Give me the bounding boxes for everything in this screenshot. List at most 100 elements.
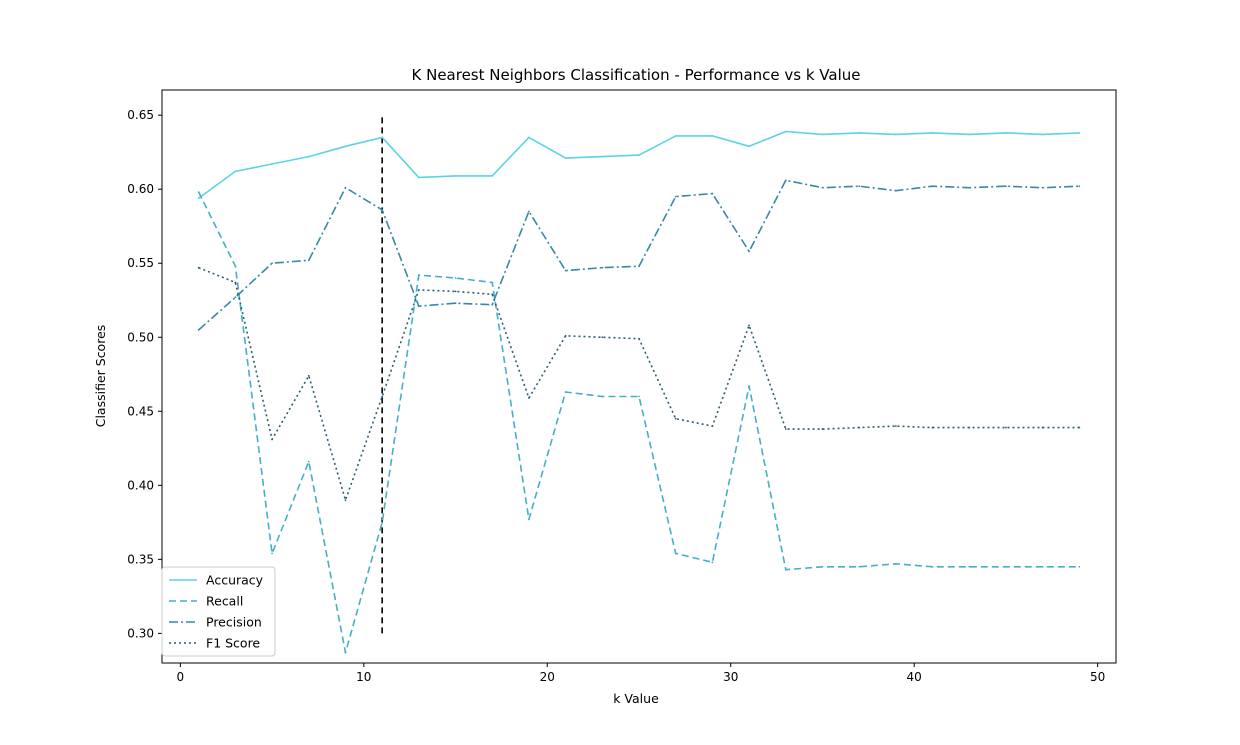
recall-point [1005, 565, 1007, 568]
recall-point [1041, 565, 1044, 568]
legend-label-accuracy: Accuracy [206, 573, 264, 588]
y-tick-label: 0.55 [127, 256, 154, 270]
y-tick-label: 0.65 [127, 108, 154, 122]
accuracy-point [491, 174, 494, 177]
f1-score-point [674, 417, 677, 420]
y-axis-label: Classifier Scores [93, 325, 108, 428]
precision-point [711, 192, 714, 195]
f1-score-point [271, 438, 273, 441]
recall-point [601, 395, 604, 398]
precision-point [931, 185, 934, 188]
recall-point [638, 395, 640, 398]
legend-label-f1-score: F1 Score [206, 636, 260, 651]
x-tick-label: 40 [907, 670, 922, 684]
f1-score-point [601, 336, 604, 339]
accuracy-point [234, 170, 237, 173]
recall-point [674, 552, 677, 555]
y-tick-label: 0.30 [127, 626, 154, 640]
accuracy-point [307, 155, 310, 158]
accuracy-point [197, 197, 200, 199]
accuracy-point [271, 163, 273, 165]
legend: Accuracy Recall Precision F1 Score [161, 566, 276, 657]
recall-point [197, 191, 200, 194]
precision-point [197, 328, 200, 331]
legend-items: Accuracy Recall Precision F1 Score [169, 573, 264, 651]
precision-point [674, 195, 677, 198]
accuracy-point [638, 154, 640, 157]
accuracy-point [454, 174, 457, 177]
accuracy-point [711, 134, 714, 137]
recall-point [454, 277, 457, 279]
f1-score-point [821, 428, 824, 430]
f1-score-point [784, 428, 787, 430]
precision-point [638, 265, 640, 268]
f1-score-point [528, 397, 530, 399]
precision-point [821, 186, 824, 189]
f1-score-point [344, 499, 347, 502]
series-layer [197, 130, 1081, 654]
precision-point [748, 250, 750, 253]
y-tick-label: 0.35 [127, 552, 154, 566]
recall-point [931, 565, 934, 568]
recall-point [234, 265, 237, 268]
recall-point [894, 562, 897, 565]
recall-point [821, 565, 824, 568]
precision-point [491, 303, 494, 306]
y-tick-label: 0.45 [127, 404, 154, 418]
accuracy-point [784, 130, 787, 133]
recall-point [381, 521, 384, 524]
f1-score-point [197, 266, 200, 269]
accuracy-point [931, 132, 934, 134]
f1-score-point [381, 395, 384, 398]
accuracy-point [894, 133, 897, 136]
f1-score-point [454, 290, 457, 293]
f1-score-point [1041, 426, 1044, 429]
legend-label-recall: Recall [206, 594, 243, 609]
recall-point [748, 385, 750, 388]
precision-point [601, 266, 604, 269]
accuracy-point [858, 132, 861, 134]
accuracy-point [528, 136, 530, 139]
f1-score-point [1078, 426, 1081, 429]
recall-point [784, 568, 787, 571]
accuracy-point [968, 133, 971, 136]
f1-score-point [307, 374, 310, 377]
precision-point [858, 185, 861, 188]
y-tick-label: 0.40 [127, 478, 154, 492]
x-tick-label: 30 [723, 670, 738, 684]
x-axis-label: k Value [613, 691, 659, 706]
accuracy-point [564, 157, 567, 160]
f1-score-point [564, 334, 567, 337]
recall-point [564, 391, 567, 393]
precision-point [528, 210, 530, 213]
accuracy-point [381, 136, 384, 139]
accuracy-point [821, 133, 824, 136]
recall-point [711, 561, 714, 564]
precision-point [784, 179, 787, 182]
f1-score-point [417, 288, 420, 291]
f1-score-point [748, 324, 750, 327]
accuracy-point [1041, 133, 1044, 136]
y-tick-label: 0.60 [127, 182, 154, 196]
f1-score-point [858, 426, 861, 429]
recall-point [307, 460, 310, 463]
precision-point [381, 209, 384, 211]
f1-score-point [1005, 426, 1007, 429]
precision-point [307, 259, 310, 262]
recall-point [528, 518, 530, 521]
precision-point [968, 186, 971, 189]
axes-frame [161, 89, 1117, 664]
recall-point [491, 281, 494, 284]
precision-point [1005, 185, 1007, 188]
x-tick-label: 0 [177, 670, 185, 684]
accuracy-point [674, 134, 677, 137]
precision-point [417, 305, 420, 308]
x-tick-label: 50 [1090, 670, 1105, 684]
x-tick-label: 10 [356, 670, 371, 684]
legend-label-precision: Precision [206, 615, 262, 630]
f1-score-point [894, 425, 897, 428]
f1-score-point [968, 426, 971, 429]
precision-point [564, 269, 567, 272]
precision-point [344, 186, 347, 189]
